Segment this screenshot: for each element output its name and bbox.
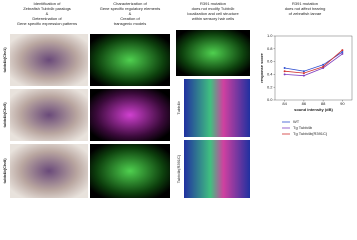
line xyxy=(284,51,343,72)
point xyxy=(283,70,286,73)
column-header: Identification of xyxy=(34,1,62,6)
image xyxy=(90,34,170,86)
image xyxy=(184,79,250,137)
images xyxy=(10,30,250,198)
point xyxy=(283,67,286,69)
column-header: & xyxy=(129,11,132,16)
column-header: within sensory hair cells xyxy=(192,16,234,21)
x-tick-label: 84 xyxy=(282,101,287,106)
y-tick-label: 0.8 xyxy=(267,46,273,51)
point xyxy=(322,63,325,66)
y-tick-label: 0.6 xyxy=(267,59,273,64)
y-axis-label: response score xyxy=(259,52,264,82)
image xyxy=(10,89,88,141)
row-label: tubb4b(Chr8) xyxy=(2,158,7,184)
image xyxy=(90,144,170,198)
column-header: Determination of xyxy=(32,16,62,21)
image xyxy=(10,34,88,86)
column-header: R391 mutation xyxy=(200,1,226,6)
row-label: tubb4b(Chr1) xyxy=(2,47,7,73)
y-tick-label: 0.4 xyxy=(267,71,273,76)
plot-frame xyxy=(274,35,353,101)
column-header: R391 mutation xyxy=(292,1,318,6)
column-header: Creation of xyxy=(120,16,140,21)
point xyxy=(322,65,325,68)
point xyxy=(341,51,344,53)
panel-label: Tubb4b xyxy=(176,101,181,115)
line xyxy=(284,49,343,74)
column-header: of zebrafish larvae xyxy=(289,11,322,16)
column-header: Gene specific expression patterns xyxy=(17,21,77,26)
point xyxy=(302,70,305,73)
image xyxy=(176,30,250,76)
y-tick-label: 0.0 xyxy=(267,97,273,102)
legend-label: Tg Tubb4b(R391C) xyxy=(293,131,328,136)
y-tick-label: 0.2 xyxy=(267,84,273,89)
point xyxy=(302,74,305,77)
point xyxy=(341,49,344,52)
x-tick-label: 90 xyxy=(340,101,345,106)
column-header: does not affect hearing xyxy=(285,6,326,11)
point xyxy=(302,72,305,75)
column-header: & xyxy=(46,11,49,16)
legend-label: WT xyxy=(293,119,300,124)
x-axis-label: sound intensity (dB) xyxy=(294,107,333,112)
panel-label: Tubb4b(R391C) xyxy=(176,154,181,183)
image xyxy=(10,144,88,198)
column-header: Zebrafish Tubb4b paralogs xyxy=(23,6,71,11)
column-header: does not modify Tubb4b xyxy=(192,6,235,11)
point xyxy=(341,52,344,55)
x-tick-label: 88 xyxy=(321,101,326,106)
image xyxy=(184,140,250,198)
line xyxy=(284,53,343,77)
y-tick-label: 1.0 xyxy=(267,33,273,38)
column-header: localization and cell structure xyxy=(187,11,239,16)
column-header: Characterization of xyxy=(113,1,147,6)
row-label: tubb4b(Chr5) xyxy=(2,102,7,128)
column-header: transgenic models xyxy=(114,21,146,26)
image xyxy=(90,89,170,141)
legend-label: Tg Tubb4b xyxy=(293,125,313,130)
column-header: Gene specific regulatory elements xyxy=(100,6,160,11)
point xyxy=(283,73,286,76)
x-tick-label: 86 xyxy=(302,101,307,106)
